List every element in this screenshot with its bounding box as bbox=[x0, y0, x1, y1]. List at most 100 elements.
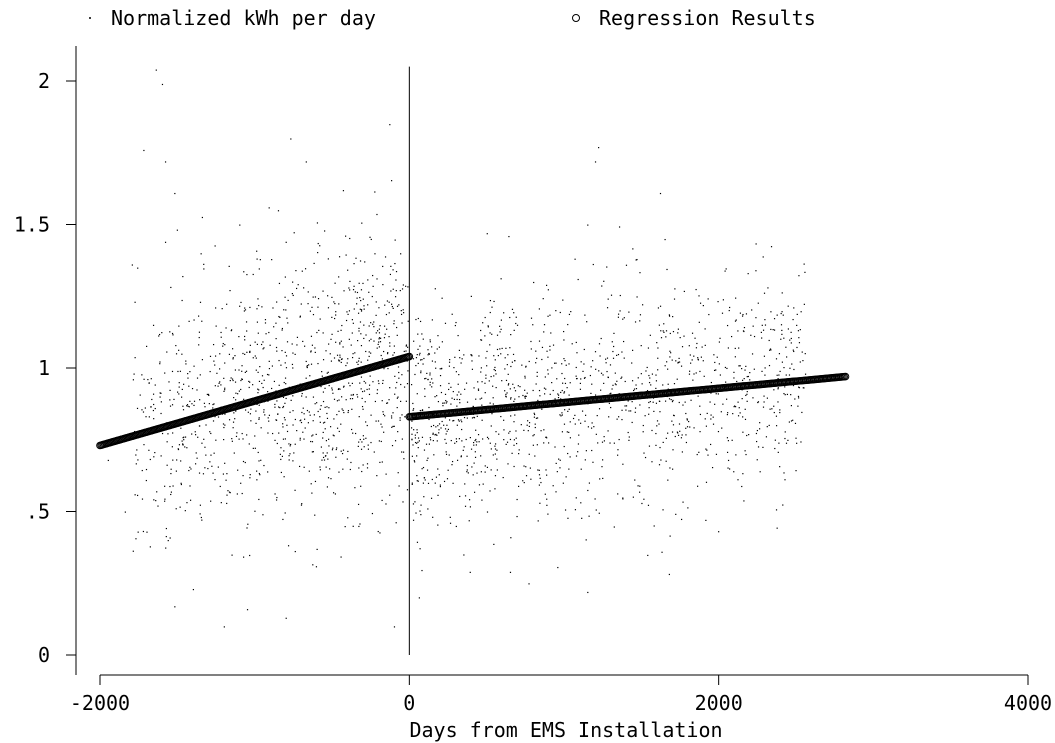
scatter-point bbox=[637, 377, 639, 379]
scatter-point bbox=[243, 398, 245, 400]
scatter-point bbox=[785, 374, 787, 376]
scatter-point bbox=[349, 280, 351, 283]
scatter-point bbox=[593, 426, 595, 428]
scatter-point bbox=[351, 428, 353, 431]
scatter-point bbox=[622, 498, 624, 500]
scatter-point bbox=[171, 370, 174, 373]
scatter-point bbox=[208, 403, 210, 405]
scatter-point bbox=[504, 357, 506, 359]
scatter-point bbox=[743, 500, 745, 502]
scatter-point bbox=[180, 482, 182, 484]
scatter-point bbox=[188, 406, 190, 408]
scatter-point bbox=[319, 408, 321, 410]
scatter-point bbox=[210, 432, 212, 435]
scatter-point bbox=[476, 415, 478, 417]
scatter-point bbox=[379, 341, 382, 343]
scatter-point bbox=[331, 449, 334, 451]
scatter-point bbox=[735, 297, 737, 299]
scatter-point bbox=[495, 373, 497, 375]
scatter-point bbox=[215, 307, 217, 309]
scatter-point bbox=[802, 360, 804, 362]
scatter-point bbox=[471, 355, 473, 357]
scatter-point bbox=[189, 400, 191, 402]
scatter-point bbox=[136, 494, 139, 497]
scatter-point bbox=[393, 352, 395, 354]
scatter-point bbox=[249, 413, 252, 415]
scatter-point bbox=[697, 358, 699, 360]
scatter-point bbox=[559, 414, 561, 416]
scatter-point bbox=[420, 410, 422, 412]
scatter-point bbox=[606, 370, 608, 373]
scatter-point bbox=[401, 438, 403, 440]
scatter-point bbox=[453, 398, 456, 400]
scatter-point bbox=[467, 472, 469, 474]
scatter-point bbox=[356, 297, 358, 299]
scatter-point bbox=[577, 451, 579, 453]
scatter-point bbox=[386, 402, 389, 404]
scatter-point bbox=[538, 469, 540, 471]
scatter-point bbox=[535, 350, 537, 352]
scatter-point bbox=[276, 496, 278, 499]
scatter-point bbox=[389, 273, 392, 276]
scatter-point bbox=[183, 439, 185, 441]
scatter-point bbox=[568, 313, 571, 316]
scatter-point bbox=[424, 388, 426, 390]
scatter-point bbox=[263, 347, 265, 349]
scatter-point bbox=[474, 456, 477, 458]
scatter-point bbox=[322, 290, 324, 292]
scatter-point bbox=[618, 438, 620, 441]
scatter-point bbox=[565, 364, 567, 366]
scatter-point bbox=[517, 385, 519, 387]
scatter-point bbox=[411, 483, 413, 485]
scatter-point bbox=[610, 406, 612, 409]
scatter-point bbox=[584, 420, 586, 422]
scatter-point bbox=[412, 519, 415, 521]
scatter-point bbox=[238, 335, 240, 338]
scatter-point bbox=[443, 480, 446, 483]
scatter-point bbox=[434, 434, 436, 436]
scatter-point bbox=[784, 437, 786, 440]
scatter-point bbox=[466, 469, 468, 471]
scatter-point bbox=[686, 419, 688, 421]
scatter-point bbox=[577, 443, 580, 445]
scatter-point bbox=[416, 455, 418, 457]
scatter-point bbox=[264, 322, 267, 324]
scatter-point bbox=[257, 392, 259, 394]
scatter-point bbox=[164, 500, 166, 502]
scatter-point bbox=[189, 499, 192, 501]
scatter-point bbox=[777, 451, 779, 453]
scatter-point bbox=[597, 442, 599, 444]
scatter-point bbox=[561, 372, 563, 375]
scatter-point bbox=[764, 367, 766, 369]
scatter-point bbox=[527, 420, 529, 422]
scatter-point bbox=[359, 382, 361, 384]
legend-label-regression: Regression Results bbox=[599, 6, 816, 30]
scatter-point bbox=[611, 341, 613, 343]
scatter-point bbox=[383, 431, 385, 433]
scatter-point bbox=[671, 431, 674, 433]
scatter-point bbox=[218, 382, 220, 384]
scatter-point bbox=[500, 328, 502, 330]
scatter-point bbox=[647, 554, 649, 557]
scatter-point bbox=[747, 375, 749, 378]
scatter-point bbox=[282, 405, 285, 408]
scatter-point bbox=[485, 377, 487, 379]
scatter-point bbox=[494, 359, 496, 361]
scatter-point bbox=[391, 303, 393, 305]
scatter-point bbox=[496, 449, 498, 451]
scatter-point bbox=[219, 485, 221, 488]
scatter-point bbox=[360, 485, 362, 487]
scatter-point bbox=[639, 485, 641, 487]
scatter-point bbox=[307, 422, 309, 424]
scatter-point bbox=[504, 390, 506, 392]
scatter-point bbox=[421, 468, 423, 470]
scatter-point bbox=[766, 426, 768, 428]
scatter-point bbox=[397, 472, 399, 474]
y-tick-label: 1 bbox=[38, 356, 50, 380]
scatter-point bbox=[356, 396, 359, 398]
scatter-point bbox=[546, 474, 548, 476]
scatter-point bbox=[692, 379, 694, 381]
scatter-point bbox=[363, 337, 365, 340]
scatter-point bbox=[141, 409, 143, 411]
scatter-point bbox=[301, 270, 303, 272]
